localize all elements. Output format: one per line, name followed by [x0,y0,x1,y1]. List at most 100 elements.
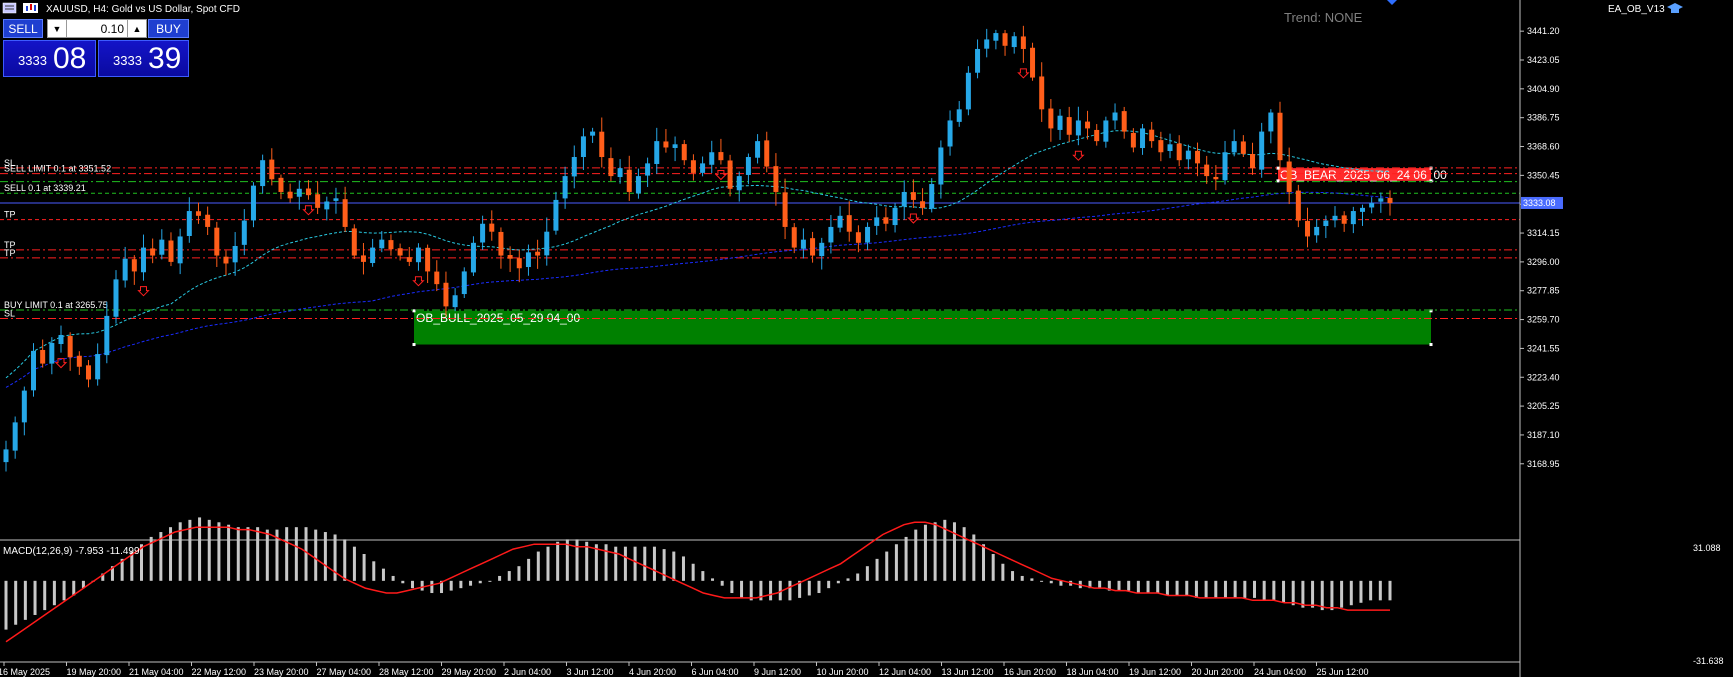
lot-size-input[interactable]: 0.10 [67,19,127,38]
candle-body [791,227,797,248]
candle-body [1057,115,1063,130]
graduation-cap-icon[interactable] [1667,3,1683,13]
macd-histogram-bar [798,580,802,598]
macd-histogram-bar [527,558,531,581]
candle-body [846,215,852,232]
order-level-label: SELL 0.1 at 3339.21 [4,183,86,193]
candle-body [626,169,632,192]
sell-button[interactable]: SELL [3,19,43,38]
order-block-handle[interactable] [412,343,416,347]
candle-body [810,238,816,256]
candle-body [1204,164,1210,177]
macd-axis-top: 31.088 [1693,543,1721,553]
candle-body [745,157,751,175]
order-block-bear[interactable] [1278,168,1431,181]
candle-body [260,160,266,187]
candle-body [599,131,605,158]
macd-histogram-bar [962,527,966,581]
order-block-handle[interactable] [1276,179,1280,183]
order-block-bull[interactable] [414,310,1431,345]
candle-body [938,147,944,185]
candle-body [3,449,9,463]
candle-body [764,140,770,167]
scroll-marker-icon[interactable] [1387,0,1397,5]
moving-average-fast [5,130,1391,379]
candle-body [434,271,440,285]
macd-histogram-bar [362,553,366,581]
sell-price-prefix: 3333 [18,53,47,68]
macd-histogram-bar [817,580,821,594]
sell-signal-arrow-icon [907,213,920,224]
macd-histogram-bar [420,580,424,591]
macd-histogram-bar [1088,580,1092,589]
macd-histogram-bar [52,580,56,606]
lot-increase-button[interactable]: ▲ [127,19,147,38]
macd-histogram-bar [1282,580,1286,603]
candle-body [654,141,660,164]
macd-histogram-bar [1127,580,1131,591]
candle-body [241,220,247,245]
macd-histogram-bar [914,529,918,581]
time-tick-label: 13 Jun 12:00 [942,667,994,677]
macd-histogram-bar [333,534,337,581]
macd-histogram-bar [778,580,782,601]
macd-histogram-bar [217,522,221,581]
macd-histogram-bar [449,580,453,591]
time-tick-label: 19 Jun 12:00 [1129,667,1181,677]
candle-body [956,109,962,122]
buy-price-box[interactable]: 3333 39 [98,40,189,77]
macd-histogram-bar [759,580,763,601]
macd-histogram-bar [1214,580,1218,598]
macd-histogram-bar [1136,580,1140,594]
order-block-handle[interactable] [1276,166,1280,170]
time-tick-label: 16 Jun 20:00 [1004,667,1056,677]
macd-histogram-bar [352,546,356,581]
candle-body [608,158,614,177]
macd-histogram-bar [1049,580,1053,584]
macd-histogram-bar [401,580,405,584]
sell-signal-arrow-icon [412,276,425,287]
candle-body [177,236,183,264]
macd-histogram-bar [188,519,192,581]
macd-histogram-bar [1098,580,1102,589]
axis-layer: 3441.20 3423.05 3404.90 3386.75 3368.60 3350.… [0,0,1563,677]
candle-body [370,247,376,264]
candle-body [965,72,971,110]
order-block-handle[interactable] [1429,343,1433,347]
sell-price-box[interactable]: 3333 08 [3,40,96,77]
price-tick-label: 3168.95 [1527,459,1560,469]
candle-body [305,188,311,196]
candle-body [195,211,201,216]
macd-histogram-bar [904,536,908,581]
candle-body [269,159,275,180]
candle-body [855,232,861,243]
candle-body [755,141,761,158]
macd-histogram-bar [885,551,889,581]
buy-price-pips: 39 [148,42,182,75]
candle-body [718,152,724,161]
lot-decrease-button[interactable]: ▼ [47,19,67,38]
candle-body [1075,120,1081,136]
chart-symbol-icon [2,2,17,14]
macd-histogram-bar [391,575,395,581]
macd-histogram-bar [101,573,105,581]
macd-histogram-bar [662,549,666,581]
candle-body [828,226,834,243]
order-block-handle[interactable] [1429,179,1433,183]
order-block-handle[interactable] [1429,309,1433,313]
candle-body [929,184,935,209]
macd-histogram-bar [517,566,521,581]
buy-button[interactable]: BUY [148,19,189,38]
macd-layer [4,517,1392,643]
candle-body [681,144,687,161]
macd-signal-line [5,521,1390,643]
macd-histogram-bar [769,580,773,601]
candle-body [324,201,330,210]
sell-signal-arrow-icon [1072,150,1085,161]
candle-body [865,226,871,243]
macd-histogram-bar [236,527,240,581]
sell-signal-arrow-icon [54,358,68,369]
price-tick-label: 3259.70 [1527,315,1560,325]
order-block-handle[interactable] [412,309,416,313]
